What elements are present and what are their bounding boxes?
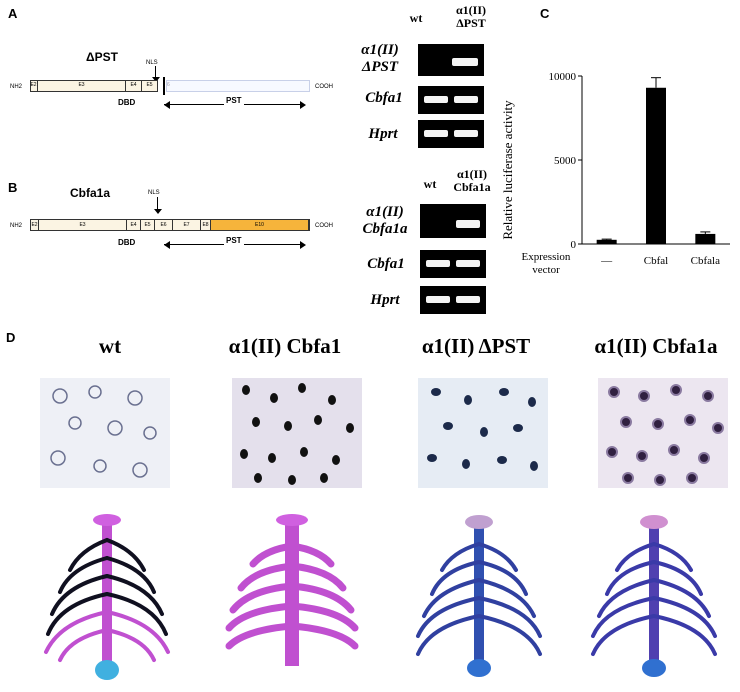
gel-a-col-wt: wt (409, 11, 423, 25)
panel-b-label: B (8, 180, 18, 195)
nls-arrowhead-a (152, 77, 160, 82)
bars (596, 77, 716, 244)
histology-dpst (418, 378, 548, 488)
x-tick-labels: — Cbfal Cbfala (600, 255, 720, 267)
panel-b-pst: PST (224, 236, 244, 245)
pst-arrowhead-left (164, 101, 170, 109)
gene-diagram-a: E2 E3 E4 E5 6 (30, 77, 310, 95)
gel-b-row1-label: α1(II) Cbfa1a (362, 204, 408, 237)
y-tick-label: 10000 (549, 71, 577, 83)
exon-label: E10 (255, 222, 264, 228)
col-title-wt: wt (98, 334, 122, 358)
exon-label: E2 (30, 82, 37, 88)
y-ticks: 0 5000 10000 (549, 71, 582, 251)
pst-arrowhead-right (300, 101, 306, 109)
gel-a-row1-label: α1(II) ΔPST (361, 42, 399, 75)
ribcage-dpst (416, 515, 542, 677)
gel-b-col-wt: wt (423, 177, 437, 191)
panel-a-pst: PST (224, 96, 244, 105)
bar (695, 233, 716, 244)
chart-xlabel-line2: vector (532, 264, 560, 276)
exon-label: E3 (79, 222, 86, 228)
panel-b-cooh: COOH (315, 223, 333, 229)
x-tick-label: — (600, 255, 613, 267)
exon-label: E2 (31, 222, 38, 228)
panel-a-nh2: NH2 (10, 84, 23, 90)
panel-a-dbd: DBD (118, 98, 136, 107)
histology-wt (40, 378, 170, 488)
x-tick-label: Cbfala (691, 255, 720, 267)
histology-cbfa1a (598, 378, 728, 488)
exon-label: E6 (160, 222, 167, 228)
x-tick-label: Cbfal (644, 255, 668, 267)
gel-a-row2-label: Cbfa1 (365, 90, 403, 106)
panel-a-cooh: COOH (315, 84, 333, 90)
nls-arrowhead-b (154, 209, 162, 214)
bar (596, 239, 617, 244)
gel-a-row1 (418, 44, 484, 76)
exon-label: E8 (202, 222, 209, 228)
gel-a-row2 (418, 86, 484, 114)
exon-label: 6 (167, 82, 170, 88)
panel-d-label: D (6, 330, 16, 345)
col-title-dpst: α1(II) ΔPST (421, 334, 531, 358)
deletion-mark (163, 77, 165, 95)
gel-b-row2-label: Cbfa1 (367, 256, 405, 272)
gel-b-row1 (420, 204, 486, 238)
gel-a-row3-label: Hprt (368, 126, 398, 142)
gel-a-col-tg: α1(II) ΔPST (455, 3, 487, 30)
gel-b-row3 (420, 286, 486, 314)
gel-b-row3-label: Hprt (370, 292, 400, 308)
histology-cbfa1 (232, 378, 362, 488)
panel-a-nls: NLS (146, 60, 158, 66)
y-tick-label: 5000 (554, 155, 577, 167)
exon-label: E5 (144, 222, 151, 228)
panel-b-nh2: NH2 (10, 223, 23, 229)
bar (646, 87, 666, 244)
ribcage-wt (44, 514, 170, 680)
exon-label: E3 (78, 82, 85, 88)
exon-label: E7 (183, 222, 190, 228)
ribcage-cbfa1a (591, 515, 717, 677)
chart-xlabel-line1: Expression (522, 251, 571, 263)
panel-a-title: ΔPST (86, 50, 118, 64)
gene-diagram-b: E2 E3 E4 E5 E6 E7 E8 E10 (30, 219, 310, 231)
col-title-cbfa1a: α1(II) Cbfa1a (594, 334, 718, 358)
gel-a-row3 (418, 120, 484, 148)
ribcage-cbfa1 (225, 514, 359, 666)
nls-arrow-a (155, 66, 156, 80)
panel-a-label: A (8, 6, 18, 21)
panel-b-nls: NLS (148, 190, 160, 196)
panel-c-label: C (540, 6, 550, 21)
exon-label: E4 (130, 82, 137, 88)
nls-arrow-b (157, 197, 158, 212)
pst-arrowhead-left (164, 241, 170, 249)
chart-ylabel: Relative luciferase activity (500, 100, 515, 240)
gel-b-row2 (420, 250, 486, 278)
exon-label: E4 (130, 222, 137, 228)
panel-b-title: Cbfa1a (70, 186, 111, 200)
panel-b-dbd: DBD (118, 238, 136, 247)
y-tick-label: 0 (571, 239, 577, 251)
col-title-cbfa1: α1(II) Cbfa1 (228, 334, 342, 358)
luciferase-chart: Relative luciferase activity 0500010000 … (500, 71, 730, 276)
gel-b-col-tg: α1(II) Cbfa1a (453, 167, 491, 194)
pst-arrowhead-right (300, 241, 306, 249)
exon-label: E5 (146, 82, 153, 88)
